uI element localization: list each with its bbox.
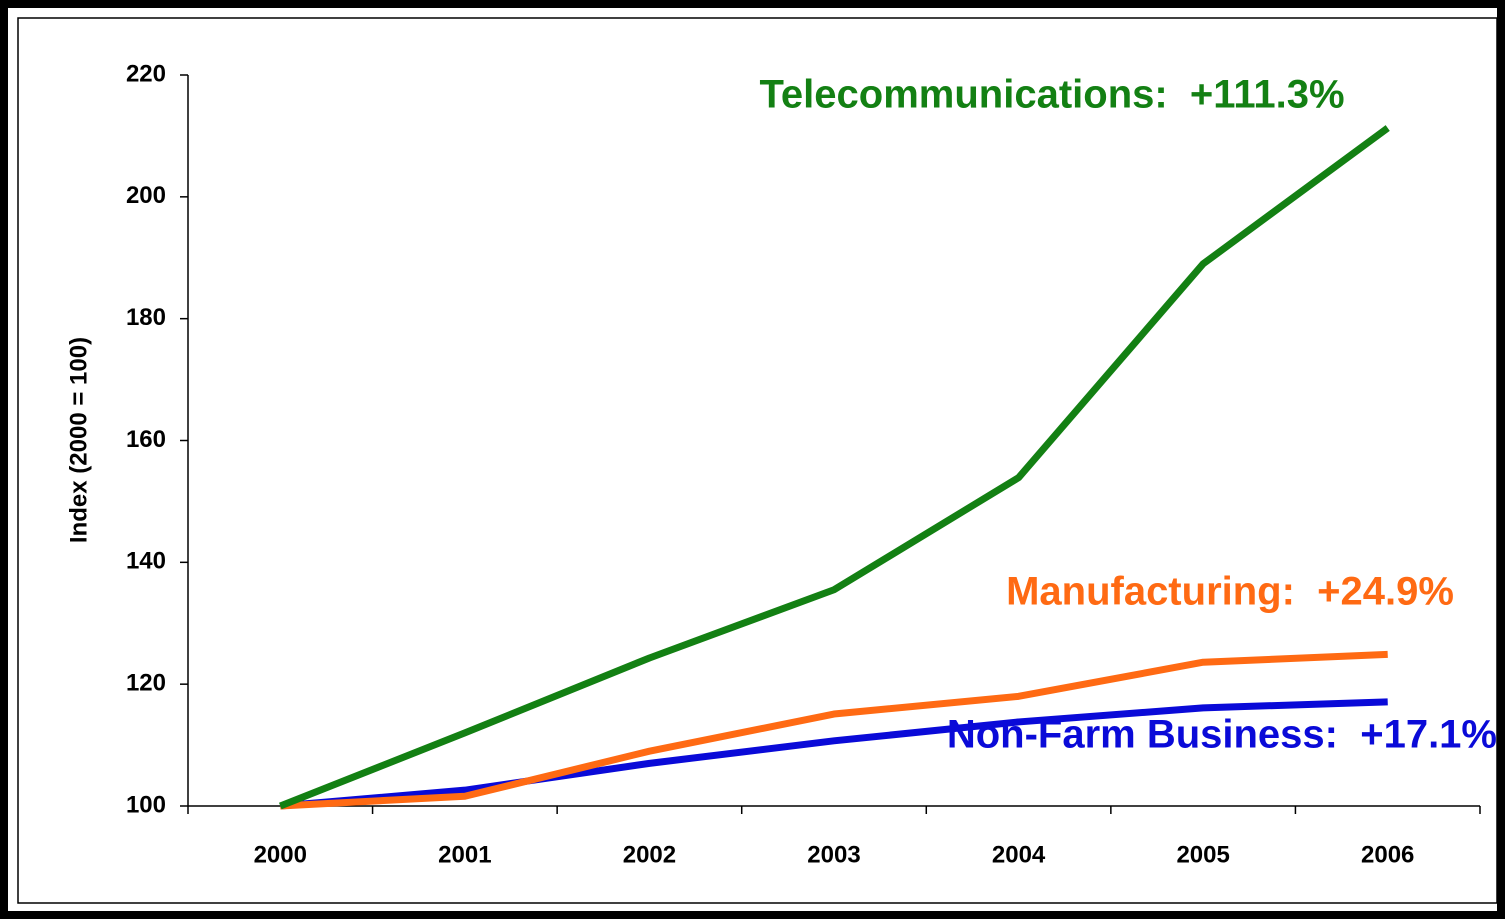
y-tick-label: 220 bbox=[126, 60, 166, 87]
y-tick-label: 120 bbox=[126, 670, 166, 697]
y-tick-label: 180 bbox=[126, 304, 166, 331]
annotation: Non-Farm Business: +17.1% bbox=[947, 713, 1497, 757]
x-tick-label: 2005 bbox=[1176, 841, 1229, 868]
y-axis-label: Index (2000 = 100) bbox=[65, 337, 92, 543]
annotation: Telecommunications: +111.3% bbox=[759, 73, 1344, 117]
annotation: Manufacturing: +24.9% bbox=[1006, 570, 1454, 614]
x-tick-label: 2002 bbox=[623, 841, 676, 868]
series-line bbox=[279, 698, 1388, 810]
x-tick-label: 2006 bbox=[1361, 841, 1414, 868]
y-tick-label: 200 bbox=[126, 182, 166, 209]
series-line bbox=[278, 125, 1390, 810]
x-tick-label: 2001 bbox=[438, 841, 491, 868]
x-tick-label: 2000 bbox=[254, 841, 307, 868]
y-tick-label: 140 bbox=[126, 548, 166, 575]
y-tick-label: 160 bbox=[126, 426, 166, 453]
series-line bbox=[280, 650, 1388, 810]
x-tick-label: 2003 bbox=[807, 841, 860, 868]
y-tick-label: 100 bbox=[126, 791, 166, 818]
inner-border bbox=[17, 17, 1498, 904]
x-tick-label: 2004 bbox=[992, 841, 1046, 868]
